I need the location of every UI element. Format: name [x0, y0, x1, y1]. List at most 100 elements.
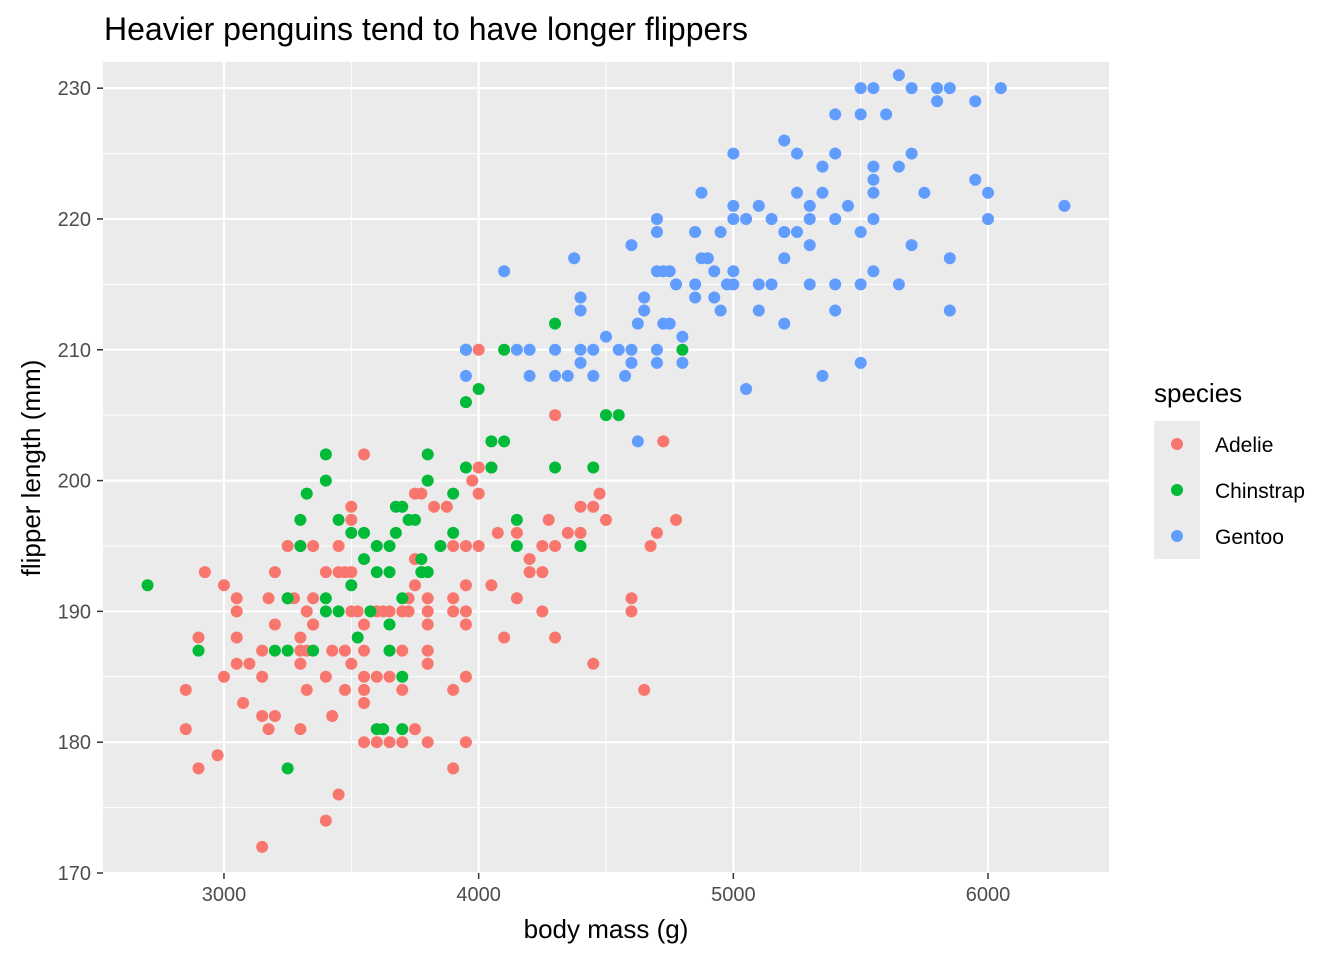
data-point — [307, 644, 320, 657]
data-point — [663, 317, 676, 330]
data-point — [383, 618, 396, 631]
data-point — [510, 513, 523, 526]
data-point — [345, 500, 358, 513]
data-point — [727, 278, 740, 291]
y-axis-title: flipper length (mm) — [16, 360, 46, 577]
data-point — [778, 252, 791, 265]
x-tick-label: 6000 — [966, 884, 1011, 906]
data-point — [943, 252, 956, 265]
data-point — [294, 657, 307, 670]
data-point — [523, 343, 536, 356]
data-point — [345, 657, 358, 670]
data-point — [377, 723, 390, 736]
data-point — [345, 513, 358, 526]
data-point — [408, 579, 421, 592]
data-point — [281, 762, 294, 775]
data-point — [778, 134, 791, 147]
data-point — [619, 369, 632, 382]
data-point — [459, 605, 472, 618]
data-point — [268, 644, 281, 657]
legend-key-marker — [1171, 484, 1183, 496]
data-point — [256, 644, 269, 657]
data-point — [905, 82, 918, 95]
data-point — [854, 356, 867, 369]
data-point — [396, 500, 409, 513]
data-point — [931, 82, 944, 95]
data-point — [402, 605, 415, 618]
data-point — [765, 212, 778, 225]
data-point — [268, 566, 281, 579]
data-point — [625, 356, 638, 369]
data-point — [536, 566, 549, 579]
data-point — [326, 710, 339, 723]
data-point — [268, 618, 281, 631]
legend-item-chinstrap: Chinstrap — [1154, 467, 1305, 513]
data-point — [695, 186, 708, 199]
data-point — [472, 461, 485, 474]
data-point — [676, 330, 689, 343]
data-point — [230, 631, 243, 644]
data-point — [829, 108, 842, 121]
data-point — [319, 448, 332, 461]
data-point — [485, 579, 498, 592]
data-point — [714, 304, 727, 317]
data-point — [383, 670, 396, 683]
data-point — [765, 278, 778, 291]
data-point — [498, 343, 511, 356]
data-point — [498, 435, 511, 448]
data-point — [408, 723, 421, 736]
data-point — [383, 566, 396, 579]
data-point — [612, 409, 625, 422]
data-point — [345, 566, 358, 579]
data-point — [300, 605, 313, 618]
data-point — [294, 539, 307, 552]
data-point — [982, 186, 995, 199]
data-point — [338, 683, 351, 696]
data-point — [892, 278, 905, 291]
data-point — [542, 513, 555, 526]
data-point — [969, 173, 982, 186]
data-point — [319, 592, 332, 605]
data-point — [600, 330, 612, 343]
data-points — [141, 69, 1071, 853]
data-point — [829, 147, 842, 160]
legend-label: Chinstrap — [1215, 480, 1305, 503]
data-point — [549, 409, 562, 422]
data-point — [389, 526, 402, 539]
data-point — [447, 526, 460, 539]
x-axis-title: body mass (g) — [524, 914, 689, 944]
data-point — [816, 160, 829, 173]
data-point — [230, 605, 243, 618]
data-point — [396, 592, 409, 605]
data-point — [358, 683, 371, 696]
data-point — [421, 566, 434, 579]
data-point — [364, 605, 377, 618]
data-point — [670, 278, 683, 291]
data-point — [179, 683, 192, 696]
data-point — [332, 539, 345, 552]
data-point — [319, 605, 332, 618]
data-point — [803, 199, 816, 212]
data-point — [447, 762, 460, 775]
data-point — [358, 696, 371, 709]
data-point — [370, 670, 383, 683]
data-point — [663, 265, 676, 278]
data-point — [192, 644, 205, 657]
data-point — [867, 265, 880, 278]
data-point — [256, 840, 269, 853]
data-point — [689, 278, 702, 291]
data-point — [625, 605, 638, 618]
data-point — [294, 513, 307, 526]
data-point — [307, 592, 320, 605]
data-point — [447, 683, 460, 696]
data-point — [485, 435, 498, 448]
data-point — [211, 749, 224, 762]
legend: species Adelie Chinstrap Gentoo — [1154, 378, 1305, 559]
data-point — [319, 474, 332, 487]
data-point — [829, 304, 842, 317]
data-point — [383, 736, 396, 749]
data-point — [428, 500, 441, 513]
data-point — [192, 631, 205, 644]
data-point — [383, 644, 396, 657]
data-point — [631, 317, 644, 330]
